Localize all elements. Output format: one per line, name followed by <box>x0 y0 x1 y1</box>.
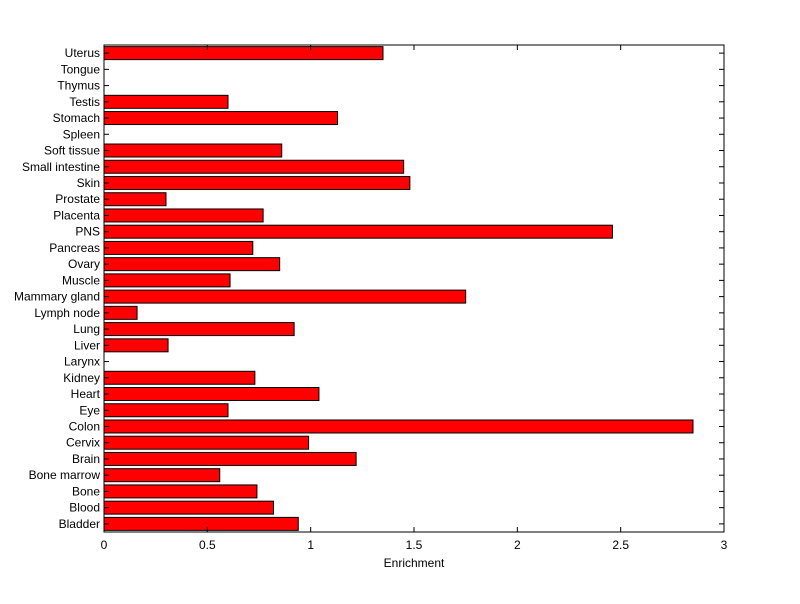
plot-area-frame <box>103 44 725 533</box>
bar <box>103 143 283 158</box>
y-tick-label: Bone <box>72 484 100 498</box>
axis-ticks <box>103 45 725 532</box>
bar <box>103 46 384 61</box>
y-tick-label: Pancreas <box>49 241 100 255</box>
y-tick-label: Muscle <box>62 273 100 287</box>
bars <box>103 46 694 531</box>
y-tick-label: Brain <box>72 452 100 466</box>
bar <box>103 451 357 466</box>
x-tick-label: 2 <box>514 538 521 552</box>
y-tick-label: Bladder <box>59 517 100 531</box>
bar <box>103 289 467 304</box>
x-tick-label: 0.5 <box>199 538 216 552</box>
x-tick-label: 3 <box>721 538 728 552</box>
bar <box>103 500 274 515</box>
y-tick-label: Ovary <box>68 257 100 271</box>
bar <box>103 224 613 239</box>
bar <box>103 159 405 174</box>
bar <box>103 338 169 353</box>
y-tick-label: Stomach <box>53 111 100 125</box>
x-tick-label: 0 <box>101 538 108 552</box>
y-tick-label: Prostate <box>55 192 100 206</box>
y-tick-label: PNS <box>75 225 100 239</box>
y-tick-label: Colon <box>69 419 100 433</box>
y-tick-label: Blood <box>69 501 100 515</box>
bar <box>103 468 221 483</box>
bar <box>103 94 229 109</box>
y-tick-label: Placenta <box>53 208 100 222</box>
y-tick-label: Eye <box>79 403 100 417</box>
bar <box>103 208 264 223</box>
bar <box>103 387 320 402</box>
bar <box>103 484 258 499</box>
x-axis-label: Enrichment <box>384 556 445 570</box>
y-tick-label: Tongue <box>61 62 101 76</box>
bar <box>103 111 339 126</box>
bar <box>103 435 310 450</box>
bar <box>103 257 281 272</box>
y-tick-label: Spleen <box>63 127 100 141</box>
y-tick-label: Heart <box>71 387 101 401</box>
y-tick-label: Small intestine <box>22 160 100 174</box>
y-tick-label: Kidney <box>63 371 100 385</box>
y-tick-label: Uterus <box>65 46 100 60</box>
bar <box>103 240 254 255</box>
x-tick-label: 1.5 <box>406 538 423 552</box>
y-tick-label: Mammary gland <box>14 290 100 304</box>
y-tick-label: Soft tissue <box>44 144 100 158</box>
y-tick-labels: Bladder Blood Bone Bone marrow Brain Cervix Co… <box>14 46 101 531</box>
bar <box>103 192 167 207</box>
x-tick-label: 1 <box>307 538 314 552</box>
y-tick-label: Skin <box>77 176 100 190</box>
bar <box>103 370 256 385</box>
y-tick-label: Liver <box>74 338 100 352</box>
y-tick-label: Lymph node <box>34 306 100 320</box>
bar <box>103 419 694 434</box>
y-tick-label: Cervix <box>66 436 100 450</box>
x-tick-label: 2.5 <box>612 538 629 552</box>
bar <box>103 322 295 337</box>
bar <box>103 403 229 418</box>
x-tick-labels: 0 0.5 1 1.5 2 2.5 3 <box>101 538 728 552</box>
y-tick-label: Testis <box>69 95 100 109</box>
y-tick-label: Larynx <box>64 355 100 369</box>
y-tick-label: Thymus <box>57 79 100 93</box>
bar <box>103 175 411 190</box>
y-tick-label: Bone marrow <box>29 468 101 482</box>
bar <box>103 273 231 288</box>
y-tick-label: Lung <box>73 322 100 336</box>
bar <box>103 516 299 531</box>
